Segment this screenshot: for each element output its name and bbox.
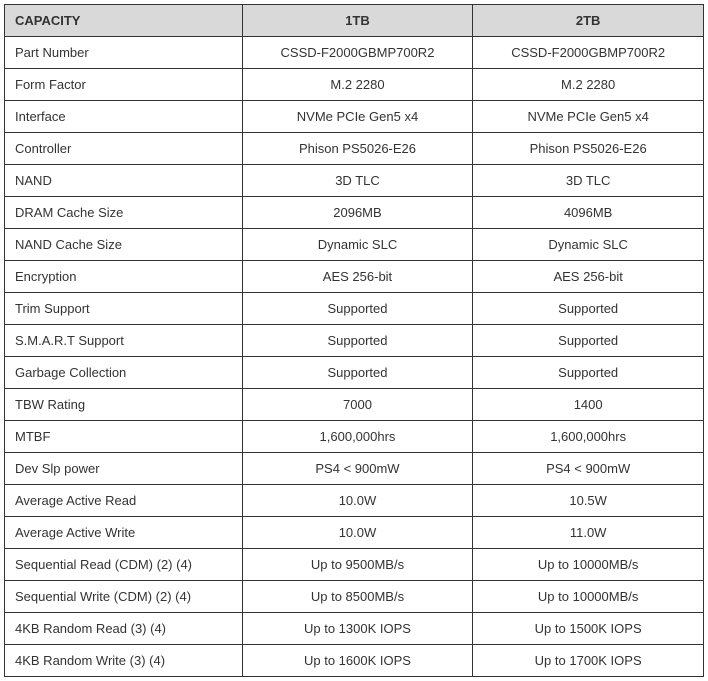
- row-label: Average Active Read: [5, 485, 243, 517]
- row-value: 11.0W: [473, 517, 704, 549]
- row-label: TBW Rating: [5, 389, 243, 421]
- row-value: M.2 2280: [473, 69, 704, 101]
- row-value: Phison PS5026-E26: [473, 133, 704, 165]
- table-row: MTBF1,600,000hrs1,600,000hrs: [5, 421, 704, 453]
- table-header: CAPACITY 1TB 2TB: [5, 5, 704, 37]
- row-value: Up to 1500K IOPS: [473, 613, 704, 645]
- header-1tb: 1TB: [242, 5, 473, 37]
- table-row: Form FactorM.2 2280M.2 2280: [5, 69, 704, 101]
- row-label: NAND Cache Size: [5, 229, 243, 261]
- row-value: AES 256-bit: [473, 261, 704, 293]
- table-row: NAND Cache SizeDynamic SLCDynamic SLC: [5, 229, 704, 261]
- row-value: 2096MB: [242, 197, 473, 229]
- row-value: 3D TLC: [242, 165, 473, 197]
- row-value: Supported: [242, 357, 473, 389]
- row-value: Up to 8500MB/s: [242, 581, 473, 613]
- table-row: InterfaceNVMe PCIe Gen5 x4NVMe PCIe Gen5…: [5, 101, 704, 133]
- table-row: 4KB Random Read (3) (4)Up to 1300K IOPSU…: [5, 613, 704, 645]
- row-value: Up to 1300K IOPS: [242, 613, 473, 645]
- row-value: 1400: [473, 389, 704, 421]
- row-value: Up to 1600K IOPS: [242, 645, 473, 677]
- spec-table: CAPACITY 1TB 2TB Part NumberCSSD-F2000GB…: [4, 4, 704, 677]
- row-value: 10.0W: [242, 517, 473, 549]
- table-row: S.M.A.R.T SupportSupportedSupported: [5, 325, 704, 357]
- row-value: Supported: [242, 325, 473, 357]
- row-value: PS4 < 900mW: [473, 453, 704, 485]
- row-label: Controller: [5, 133, 243, 165]
- table-row: EncryptionAES 256-bitAES 256-bit: [5, 261, 704, 293]
- row-value: NVMe PCIe Gen5 x4: [242, 101, 473, 133]
- row-value: 10.5W: [473, 485, 704, 517]
- row-value: 4096MB: [473, 197, 704, 229]
- row-value: Up to 9500MB/s: [242, 549, 473, 581]
- row-value: Dynamic SLC: [473, 229, 704, 261]
- table-row: Average Active Read10.0W10.5W: [5, 485, 704, 517]
- row-value: 10.0W: [242, 485, 473, 517]
- row-value: Up to 1700K IOPS: [473, 645, 704, 677]
- row-label: Part Number: [5, 37, 243, 69]
- row-value: M.2 2280: [242, 69, 473, 101]
- row-label: S.M.A.R.T Support: [5, 325, 243, 357]
- header-row: CAPACITY 1TB 2TB: [5, 5, 704, 37]
- table-row: Average Active Write10.0W11.0W: [5, 517, 704, 549]
- row-label: Trim Support: [5, 293, 243, 325]
- row-label: Interface: [5, 101, 243, 133]
- row-value: Supported: [242, 293, 473, 325]
- row-label: Encryption: [5, 261, 243, 293]
- row-label: MTBF: [5, 421, 243, 453]
- row-value: PS4 < 900mW: [242, 453, 473, 485]
- table-row: ControllerPhison PS5026-E26Phison PS5026…: [5, 133, 704, 165]
- header-capacity: CAPACITY: [5, 5, 243, 37]
- table-row: Dev Slp powerPS4 < 900mWPS4 < 900mW: [5, 453, 704, 485]
- header-2tb: 2TB: [473, 5, 704, 37]
- row-value: 7000: [242, 389, 473, 421]
- row-label: 4KB Random Write (3) (4): [5, 645, 243, 677]
- row-value: CSSD-F2000GBMP700R2: [242, 37, 473, 69]
- table-row: Sequential Write (CDM) (2) (4)Up to 8500…: [5, 581, 704, 613]
- row-value: CSSD-F2000GBMP700R2: [473, 37, 704, 69]
- row-label: Sequential Read (CDM) (2) (4): [5, 549, 243, 581]
- row-value: Up to 10000MB/s: [473, 581, 704, 613]
- table-row: Trim SupportSupportedSupported: [5, 293, 704, 325]
- table-row: DRAM Cache Size2096MB4096MB: [5, 197, 704, 229]
- row-label: Average Active Write: [5, 517, 243, 549]
- row-label: Sequential Write (CDM) (2) (4): [5, 581, 243, 613]
- row-value: Up to 10000MB/s: [473, 549, 704, 581]
- row-label: Dev Slp power: [5, 453, 243, 485]
- row-label: 4KB Random Read (3) (4): [5, 613, 243, 645]
- row-label: NAND: [5, 165, 243, 197]
- row-label: DRAM Cache Size: [5, 197, 243, 229]
- row-value: Supported: [473, 293, 704, 325]
- table-row: Part NumberCSSD-F2000GBMP700R2CSSD-F2000…: [5, 37, 704, 69]
- table-row: 4KB Random Write (3) (4)Up to 1600K IOPS…: [5, 645, 704, 677]
- table-row: Garbage CollectionSupportedSupported: [5, 357, 704, 389]
- row-value: Dynamic SLC: [242, 229, 473, 261]
- row-value: 1,600,000hrs: [242, 421, 473, 453]
- row-value: Supported: [473, 325, 704, 357]
- row-value: Phison PS5026-E26: [242, 133, 473, 165]
- table-row: NAND3D TLC3D TLC: [5, 165, 704, 197]
- row-label: Form Factor: [5, 69, 243, 101]
- table-row: TBW Rating70001400: [5, 389, 704, 421]
- row-value: 3D TLC: [473, 165, 704, 197]
- row-value: NVMe PCIe Gen5 x4: [473, 101, 704, 133]
- row-label: Garbage Collection: [5, 357, 243, 389]
- table-body: Part NumberCSSD-F2000GBMP700R2CSSD-F2000…: [5, 37, 704, 677]
- row-value: Supported: [473, 357, 704, 389]
- row-value: AES 256-bit: [242, 261, 473, 293]
- row-value: 1,600,000hrs: [473, 421, 704, 453]
- table-row: Sequential Read (CDM) (2) (4)Up to 9500M…: [5, 549, 704, 581]
